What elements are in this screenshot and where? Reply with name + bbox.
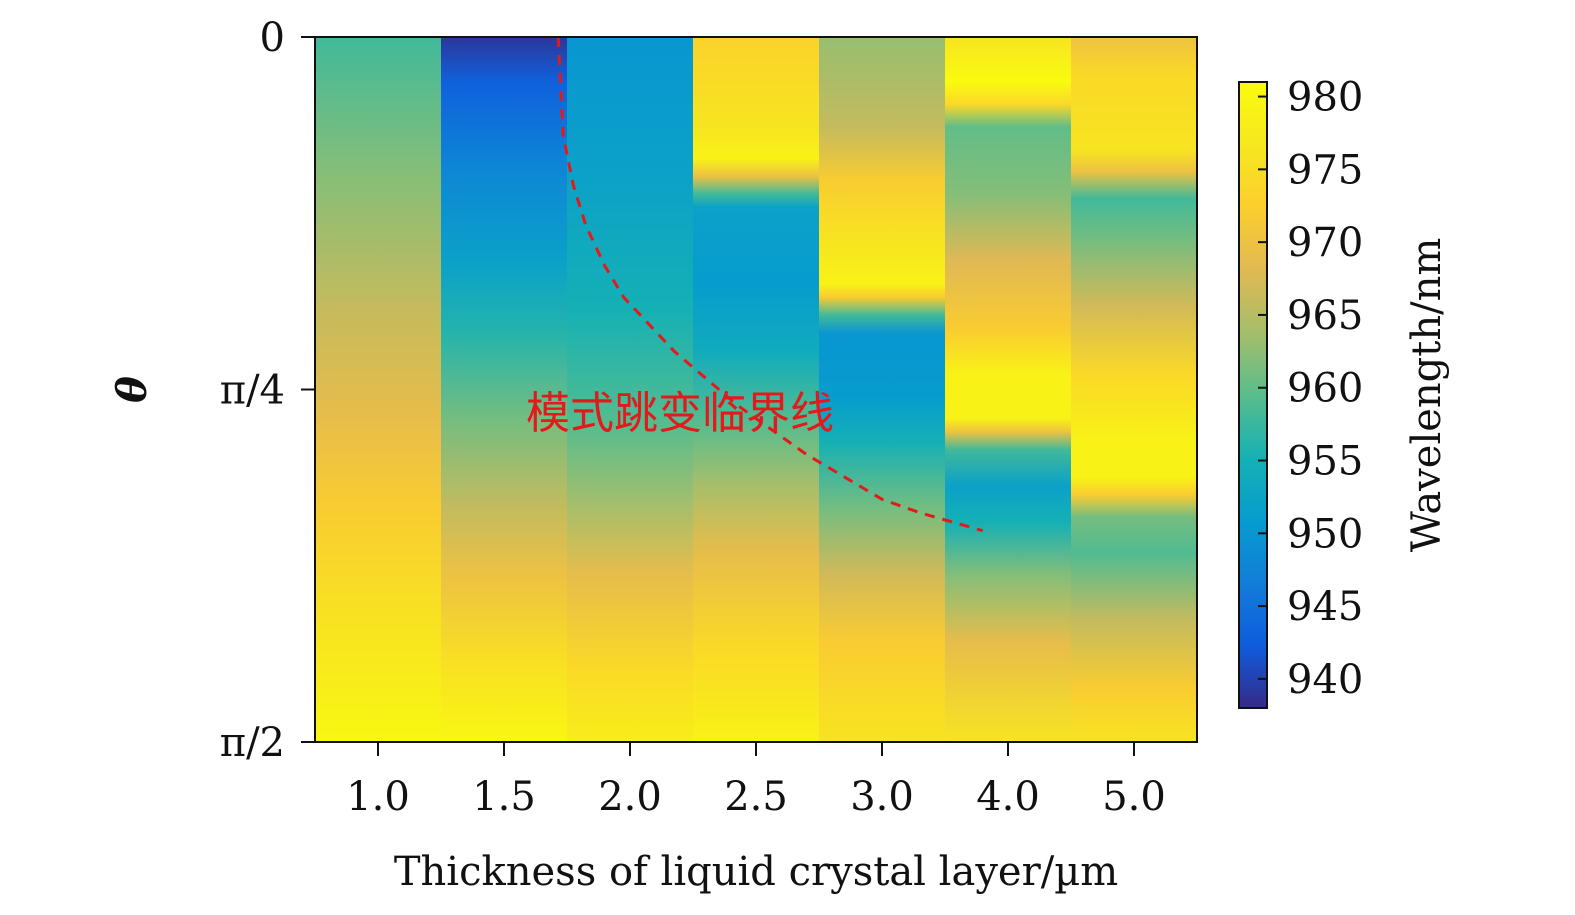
x-tick-label: 1.5	[472, 774, 536, 820]
heatmap-column-3.0	[819, 37, 946, 742]
y-tick-label: π/2	[220, 720, 285, 766]
x-tick-label: 5.0	[1102, 774, 1166, 820]
critical-line-annotation: 模式跳变临界线	[526, 388, 834, 439]
y-tick-label: 0	[260, 15, 285, 61]
heatmap-column-5.0	[1071, 37, 1198, 742]
x-tick-label: 2.0	[598, 774, 662, 820]
heatmap-column-1.0	[315, 37, 442, 742]
colorbar-tick-label: 960	[1287, 366, 1363, 412]
y-axis-label: θ	[109, 376, 156, 403]
colorbar-tick-label: 970	[1287, 220, 1363, 266]
colorbar-tick-label: 965	[1287, 293, 1363, 339]
x-axis-label: Thickness of liquid crystal layer/µm	[394, 849, 1118, 895]
heatmap-column-2.5	[693, 37, 820, 742]
y-axis-ticks: 0 π/4 π/2	[220, 15, 315, 766]
colorbar-tick-label: 955	[1287, 439, 1363, 485]
heatmap-column-1.5	[441, 37, 568, 742]
x-tick-label: 1.0	[346, 774, 410, 820]
y-tick-label: π/4	[220, 368, 285, 414]
colorbar-label: Wavelength/nm	[1404, 238, 1450, 553]
heatmap-cells	[315, 37, 1198, 742]
x-tick-label: 3.0	[850, 774, 914, 820]
heatmap-column-2.0	[567, 37, 694, 742]
critical-line	[556, 36, 984, 533]
x-axis-ticks: 1.0 1.5 2.0 2.5 3.0 4.0 5.0	[346, 742, 1166, 820]
colorbar-ticks: 940 945 950 955 960 965 970 975 980	[1258, 75, 1363, 703]
colorbar-tick-label: 950	[1287, 511, 1363, 557]
heatmap-column-4.0	[945, 37, 1072, 742]
colorbar	[1238, 81, 1268, 709]
colorbar-tick-label: 940	[1287, 657, 1363, 703]
critical-line-layer	[556, 36, 984, 533]
x-tick-label: 2.5	[724, 774, 788, 820]
colorbar-tick-label: 975	[1287, 147, 1363, 193]
x-tick-label: 4.0	[976, 774, 1040, 820]
colorbar-tick-label: 945	[1287, 584, 1363, 630]
colorbar-tick-label: 980	[1287, 75, 1363, 121]
